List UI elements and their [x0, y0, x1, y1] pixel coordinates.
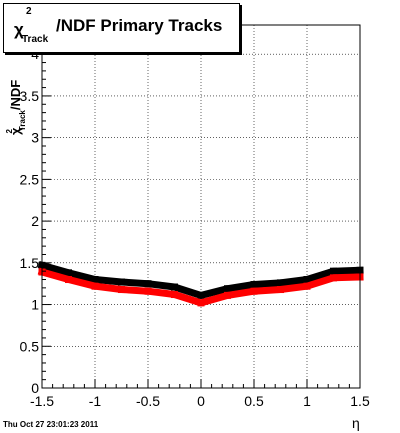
- data-point: [197, 299, 205, 307]
- y-tick-label: 4: [31, 46, 39, 62]
- y-label-sup: 2: [5, 129, 14, 134]
- x-tick-label: 1: [303, 393, 311, 409]
- data-point: [224, 291, 231, 299]
- footer-timestamp: Thu Oct 27 23:01:23 2011: [3, 420, 99, 429]
- y-label-chi: χ: [8, 127, 23, 135]
- data-point: [330, 274, 337, 282]
- y-tick-label: 0.5: [20, 338, 40, 354]
- svg-text:χ2Track/NDF: χ2 Track/NDF: [5, 80, 27, 135]
- data-point: [91, 276, 99, 284]
- x-tick-label: 1.5: [350, 393, 370, 409]
- y-tick-label: 2: [31, 213, 39, 229]
- data-point: [224, 285, 231, 293]
- x-tick-label: -0.5: [136, 393, 160, 409]
- x-axis-label: η: [352, 415, 360, 431]
- data-point: [118, 286, 125, 294]
- y-label-sub: Track: [18, 110, 27, 131]
- y-tick-label: 0: [31, 380, 39, 396]
- y-tick-label: 3.5: [20, 88, 40, 104]
- y-tick-label: 1.5: [20, 255, 40, 271]
- y-tick-label: 2.5: [20, 171, 40, 187]
- data-point: [65, 276, 72, 284]
- data-point: [303, 282, 311, 290]
- data-point: [144, 287, 152, 295]
- series-1: [37, 267, 364, 307]
- x-tick-label: -1: [89, 393, 102, 409]
- grid-lines: [42, 25, 360, 388]
- data-point: [197, 291, 205, 299]
- y-label-rest: /NDF: [8, 80, 23, 110]
- data-point: [303, 276, 311, 284]
- data-point: [144, 280, 152, 288]
- data-point: [277, 286, 284, 294]
- y-axis-label: χ2 Track/NDF: [5, 80, 27, 135]
- chart-title-box: χ 2 Track /NDF Primary Tracks: [3, 3, 240, 53]
- tick-labels: -1.5 -1 -0.5 0 0.5 1 1.5 0 0.5 1 1.5 2 2.5 3 3.5 4: [20, 46, 370, 409]
- axis-ticks: [41, 28, 361, 389]
- data-point: [118, 278, 125, 286]
- data-point: [250, 287, 258, 295]
- title-chi: χ: [14, 20, 24, 39]
- x-tick-label: 0: [197, 393, 205, 409]
- title-sub: Track: [22, 34, 49, 45]
- title-sup: 2: [26, 6, 32, 17]
- data-point: [91, 282, 99, 290]
- data-point: [277, 279, 284, 287]
- data-point: [250, 281, 258, 289]
- y-tick-label: 1: [31, 297, 39, 313]
- data-point: [171, 291, 178, 299]
- x-tick-label: -1.5: [30, 393, 54, 409]
- data-point: [171, 283, 178, 291]
- y-tick-label: 3: [31, 130, 39, 146]
- data-point: [330, 267, 337, 275]
- data-point: [65, 269, 72, 277]
- data-series: [37, 260, 364, 307]
- title-rest: /NDF Primary Tracks: [56, 16, 223, 35]
- x-tick-label: 0.5: [244, 393, 264, 409]
